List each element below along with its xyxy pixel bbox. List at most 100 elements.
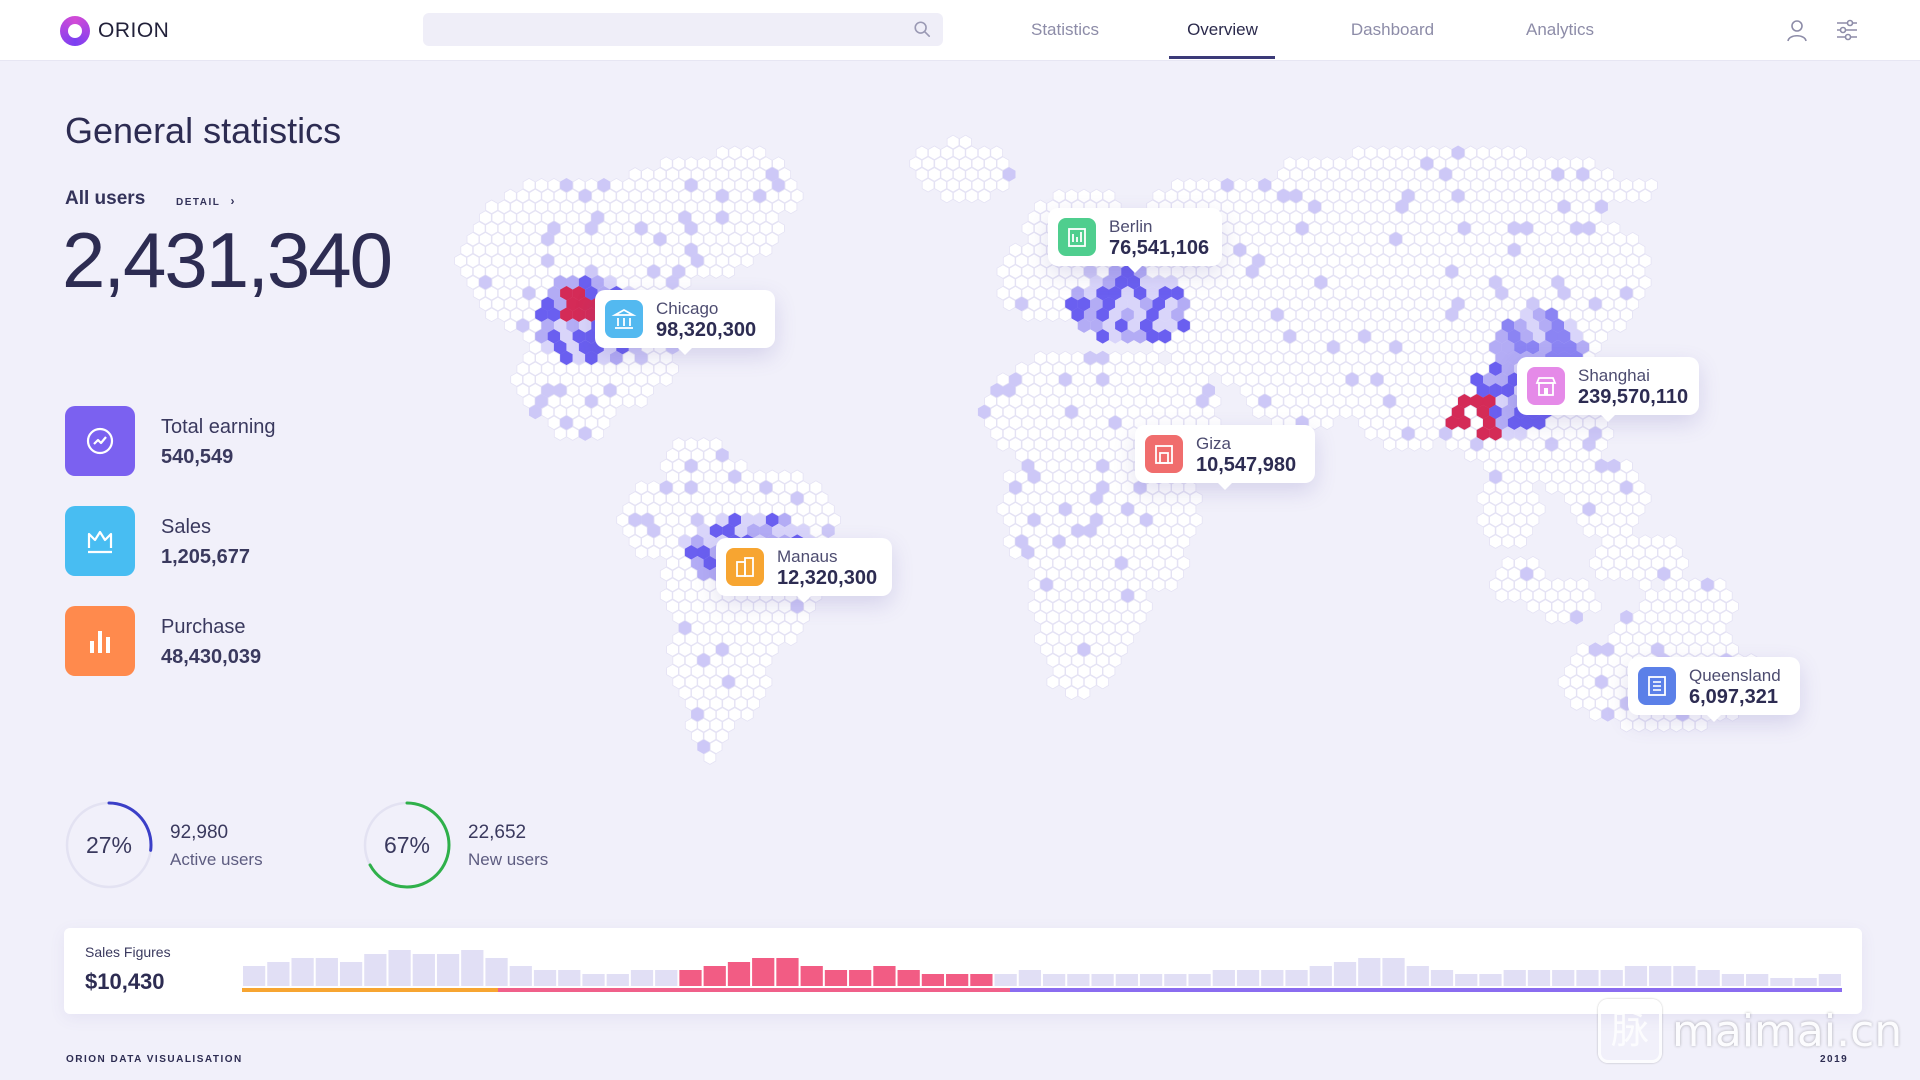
sales-bar[interactable] — [388, 950, 411, 986]
sales-figures-panel[interactable]: Sales Figures $10,430 — [64, 928, 1862, 1014]
location-callout-giza[interactable]: Giza 10,547,980 — [1135, 425, 1315, 490]
tab-analytics[interactable]: Analytics — [1525, 20, 1595, 39]
sales-bar[interactable] — [1139, 974, 1163, 986]
map-hex-cell — [1258, 393, 1272, 409]
sales-bar[interactable] — [1624, 966, 1648, 986]
sales-bar[interactable] — [1188, 974, 1211, 986]
location-callout-queensland[interactable]: Queensland 6,097,321 — [1628, 657, 1800, 722]
settings-sliders-icon[interactable] — [1834, 17, 1860, 43]
tab-statistics[interactable]: Statistics — [1030, 20, 1100, 39]
sales-bar[interactable] — [412, 954, 435, 986]
app-logo[interactable]: ORION — [60, 16, 169, 46]
sales-bar[interactable] — [509, 966, 532, 986]
map-hex-cell — [479, 210, 492, 225]
sales-bar[interactable] — [1285, 970, 1308, 986]
sales-bar[interactable] — [776, 958, 799, 986]
stat-purchase[interactable]: Purchase 48,430,039 — [65, 606, 365, 676]
sales-bar[interactable] — [946, 974, 969, 986]
sales-bar[interactable] — [1115, 974, 1138, 986]
sales-bar[interactable] — [703, 966, 726, 986]
sales-bar-chart[interactable] — [242, 938, 1842, 1004]
sales-bar[interactable] — [1552, 970, 1575, 986]
location-callout-manaus[interactable]: Manaus 12,320,300 — [716, 538, 892, 603]
sales-bar[interactable] — [800, 966, 823, 986]
sales-bar[interactable] — [1818, 974, 1841, 986]
sales-bar[interactable] — [558, 970, 581, 986]
location-callout-berlin[interactable]: Berlin 76,541,106 — [1048, 208, 1222, 273]
detail-link[interactable]: DETAIL › — [176, 194, 236, 208]
sales-bar[interactable] — [679, 970, 702, 986]
sales-bar[interactable] — [1261, 970, 1284, 986]
map-hex-cell — [1383, 177, 1396, 193]
sales-bar[interactable] — [1649, 966, 1672, 986]
sales-bar[interactable] — [1043, 974, 1066, 986]
map-hex-cell — [1314, 318, 1328, 333]
sales-bar[interactable] — [364, 954, 387, 986]
sales-bar[interactable] — [1018, 970, 1041, 986]
sales-bar[interactable] — [243, 966, 266, 986]
sales-bar[interactable] — [1236, 970, 1260, 986]
stat-total-earning[interactable]: Total earning 540,549 — [65, 406, 365, 476]
location-callout-shanghai[interactable]: Shanghai 239,570,110 — [1517, 357, 1699, 422]
sales-bar[interactable] — [849, 970, 872, 986]
sales-bar[interactable] — [1721, 974, 1745, 986]
sales-bar[interactable] — [339, 962, 363, 986]
map-hex-cell — [1208, 329, 1222, 344]
sales-bar[interactable] — [1673, 966, 1696, 986]
map-hex-cell — [1483, 415, 1496, 431]
sales-bar[interactable] — [824, 970, 848, 986]
tab-dashboard[interactable]: Dashboard — [1350, 20, 1435, 39]
map-hex-cell — [1021, 242, 1035, 258]
sales-bar[interactable] — [1164, 974, 1187, 986]
sales-bar[interactable] — [970, 974, 993, 986]
sales-bar[interactable] — [436, 954, 460, 986]
sales-bar[interactable] — [1382, 958, 1405, 986]
sales-bar[interactable] — [533, 970, 557, 986]
sales-bar[interactable] — [1406, 966, 1429, 986]
sales-bar[interactable] — [630, 970, 654, 986]
sales-bar[interactable] — [752, 958, 775, 986]
sales-bar[interactable] — [994, 974, 1017, 986]
sales-bar[interactable] — [1503, 970, 1526, 986]
sales-bar[interactable] — [291, 958, 314, 986]
tab-overview[interactable]: Overview — [1187, 20, 1258, 39]
world-map[interactable]: Chicago 98,320,300 Manaus 12,320,300 Ber… — [440, 80, 1840, 860]
sales-bar[interactable] — [582, 974, 605, 986]
sales-bar[interactable] — [267, 962, 290, 986]
search-icon[interactable] — [913, 20, 931, 38]
sales-bar[interactable] — [1358, 958, 1381, 986]
sales-bar[interactable] — [727, 962, 751, 986]
sales-bar[interactable] — [1430, 970, 1454, 986]
sales-bar[interactable] — [485, 958, 508, 986]
sales-bar[interactable] — [1091, 974, 1114, 986]
map-hex-cell — [1539, 188, 1552, 204]
user-icon[interactable] — [1784, 17, 1810, 43]
map-hex-cell — [1589, 339, 1602, 355]
sales-bar[interactable] — [1600, 970, 1623, 986]
sales-bar[interactable] — [1309, 966, 1332, 986]
sales-bar[interactable] — [1212, 970, 1235, 986]
location-callout-chicago[interactable]: Chicago 98,320,300 — [595, 290, 775, 355]
sales-bar[interactable] — [873, 966, 896, 986]
sales-bar[interactable] — [921, 974, 945, 986]
sales-bar[interactable] — [1067, 974, 1090, 986]
sales-bar[interactable] — [1697, 970, 1720, 986]
sales-bar[interactable] — [1527, 970, 1551, 986]
sales-bar[interactable] — [1333, 962, 1357, 986]
sales-bar[interactable] — [1770, 978, 1793, 986]
stat-sales[interactable]: Sales 1,205,677 — [65, 506, 365, 576]
sales-bar[interactable] — [606, 974, 629, 986]
sales-bar[interactable] — [1746, 974, 1769, 986]
sales-bar[interactable] — [1794, 978, 1817, 986]
map-hex-cell — [1401, 145, 1415, 161]
search-input[interactable] — [423, 13, 943, 46]
sales-bar[interactable] — [1455, 974, 1478, 986]
sales-bar[interactable] — [1576, 970, 1599, 986]
map-hex-cell — [510, 285, 523, 301]
sales-bar[interactable] — [1479, 974, 1502, 986]
sales-bar[interactable] — [315, 958, 338, 986]
sales-bar[interactable] — [897, 970, 920, 986]
sales-bar[interactable] — [655, 970, 678, 986]
sales-bar[interactable] — [461, 950, 484, 986]
map-hex-cell — [959, 177, 972, 193]
